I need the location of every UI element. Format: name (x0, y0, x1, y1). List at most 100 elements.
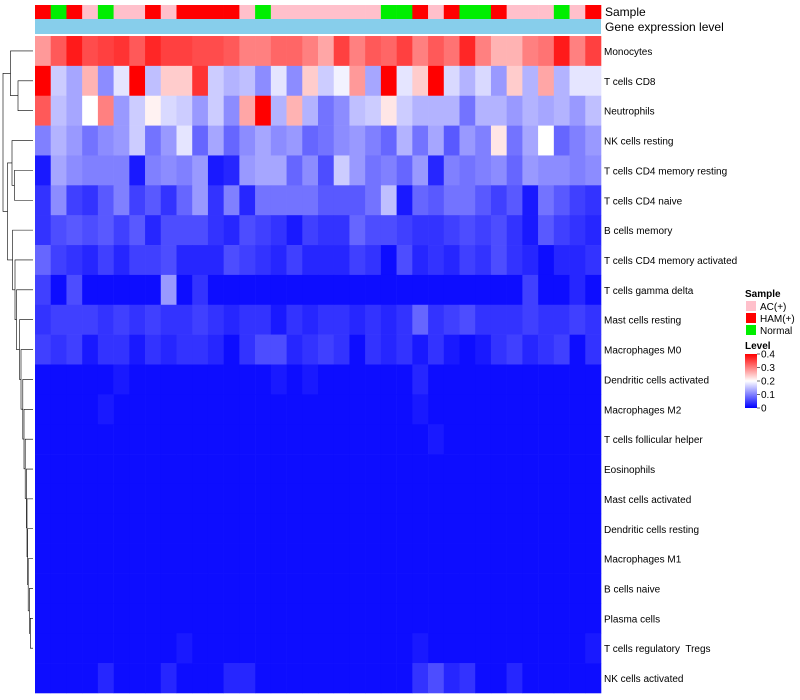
heatmap-cell (333, 65, 350, 97)
heatmap-cell (207, 36, 224, 67)
heatmap-cell (333, 454, 350, 485)
heatmap-cell (129, 603, 146, 634)
heatmap-cell (286, 185, 303, 216)
heatmap-cell (333, 334, 350, 365)
heatmap-cell (428, 304, 445, 335)
row-label: T cells gamma delta (604, 286, 694, 297)
heatmap-cell (428, 65, 445, 97)
heatmap-cell (97, 185, 114, 216)
heatmap-cell (176, 215, 193, 246)
heatmap-cell (286, 394, 303, 425)
gene-expression-annotation-bar (35, 19, 601, 34)
heatmap-cell (585, 95, 602, 126)
heatmap-cell (412, 274, 429, 306)
heatmap-cell (66, 663, 83, 694)
heatmap-cell (318, 364, 335, 395)
heatmap-cell (50, 663, 67, 694)
heatmap-cell (396, 633, 413, 664)
heatmap-cell (333, 483, 350, 515)
heatmap-cell (113, 95, 130, 126)
heatmap-cell (396, 95, 413, 126)
heatmap-cell (569, 65, 586, 97)
heatmap-cell (396, 603, 413, 634)
heatmap-cell (223, 304, 240, 335)
row-label: T cells CD4 memory activated (604, 256, 737, 267)
heatmap-cell (365, 424, 382, 455)
heatmap-cell (569, 663, 586, 694)
heatmap-cell (349, 424, 366, 455)
heatmap-cell (239, 663, 256, 694)
heatmap-cell (82, 245, 99, 276)
heatmap-cell (66, 125, 83, 156)
heatmap-cell (538, 483, 555, 515)
heatmap-cell (585, 65, 602, 97)
heatmap-cell (538, 663, 555, 694)
heatmap-cell (412, 155, 429, 186)
heatmap-cell (396, 274, 413, 306)
heatmap-cell (113, 364, 130, 395)
heatmap-cell (365, 364, 382, 395)
sample-annotation-cell (585, 5, 602, 19)
heatmap-cell (129, 95, 146, 126)
heatmap-cell (223, 155, 240, 186)
heatmap-cell (412, 543, 429, 574)
heatmap-cell (349, 215, 366, 246)
heatmap-cell (82, 483, 99, 515)
heatmap-cell (176, 603, 193, 634)
heatmap-cell (333, 633, 350, 664)
heatmap-cell (223, 394, 240, 425)
heatmap-cell (145, 274, 162, 306)
heatmap-cell (113, 454, 130, 485)
heatmap-cell (239, 424, 256, 455)
heatmap-cell (365, 95, 382, 126)
heatmap-cell (380, 65, 397, 97)
heatmap-cell (66, 603, 83, 634)
heatmap-cell (207, 454, 224, 485)
heatmap-cell (223, 364, 240, 395)
heatmap-cell (428, 364, 445, 395)
heatmap-cell (349, 483, 366, 515)
heatmap-cell (490, 364, 507, 395)
heatmap-cell (522, 513, 539, 544)
heatmap-cell (585, 215, 602, 246)
heatmap-cells (35, 36, 602, 694)
heatmap-cell (82, 334, 99, 365)
heatmap-cell (475, 483, 492, 515)
heatmap-cell (50, 125, 67, 156)
row-dendrogram (2, 50, 33, 649)
heatmap-cell (428, 513, 445, 544)
heatmap-cell (506, 364, 523, 395)
heatmap-cell (113, 155, 130, 186)
heatmap-cell (160, 513, 177, 544)
heatmap-cell (490, 95, 507, 126)
heatmap-cell (365, 543, 382, 574)
heatmap-cell (365, 36, 382, 67)
heatmap-cell (270, 95, 287, 126)
heatmap-cell (82, 274, 99, 306)
heatmap-cell (176, 95, 193, 126)
heatmap-cell (160, 334, 177, 365)
sample-annotation-cell (380, 5, 397, 19)
heatmap-cell (490, 274, 507, 306)
heatmap-cell (66, 65, 83, 97)
heatmap-cell (459, 394, 476, 425)
heatmap-cell (223, 454, 240, 485)
heatmap-cell (35, 394, 52, 425)
heatmap-cell (443, 36, 460, 67)
heatmap-cell (286, 215, 303, 246)
heatmap-cell (443, 663, 460, 694)
heatmap-cell (302, 334, 319, 365)
dendrogram-branch (2, 73, 11, 212)
heatmap-cell (160, 364, 177, 395)
heatmap-cell (35, 245, 52, 276)
heatmap-cell (380, 334, 397, 365)
heatmap-cell (82, 633, 99, 664)
row-label: NK cells resting (604, 137, 673, 148)
heatmap-cell (522, 663, 539, 694)
heatmap-cell (318, 95, 335, 126)
sample-annotation-cell (365, 5, 382, 19)
sample-annotation-cell (145, 5, 162, 19)
heatmap-cell (349, 543, 366, 574)
heatmap-cell (475, 543, 492, 574)
heatmap-cell (506, 245, 523, 276)
